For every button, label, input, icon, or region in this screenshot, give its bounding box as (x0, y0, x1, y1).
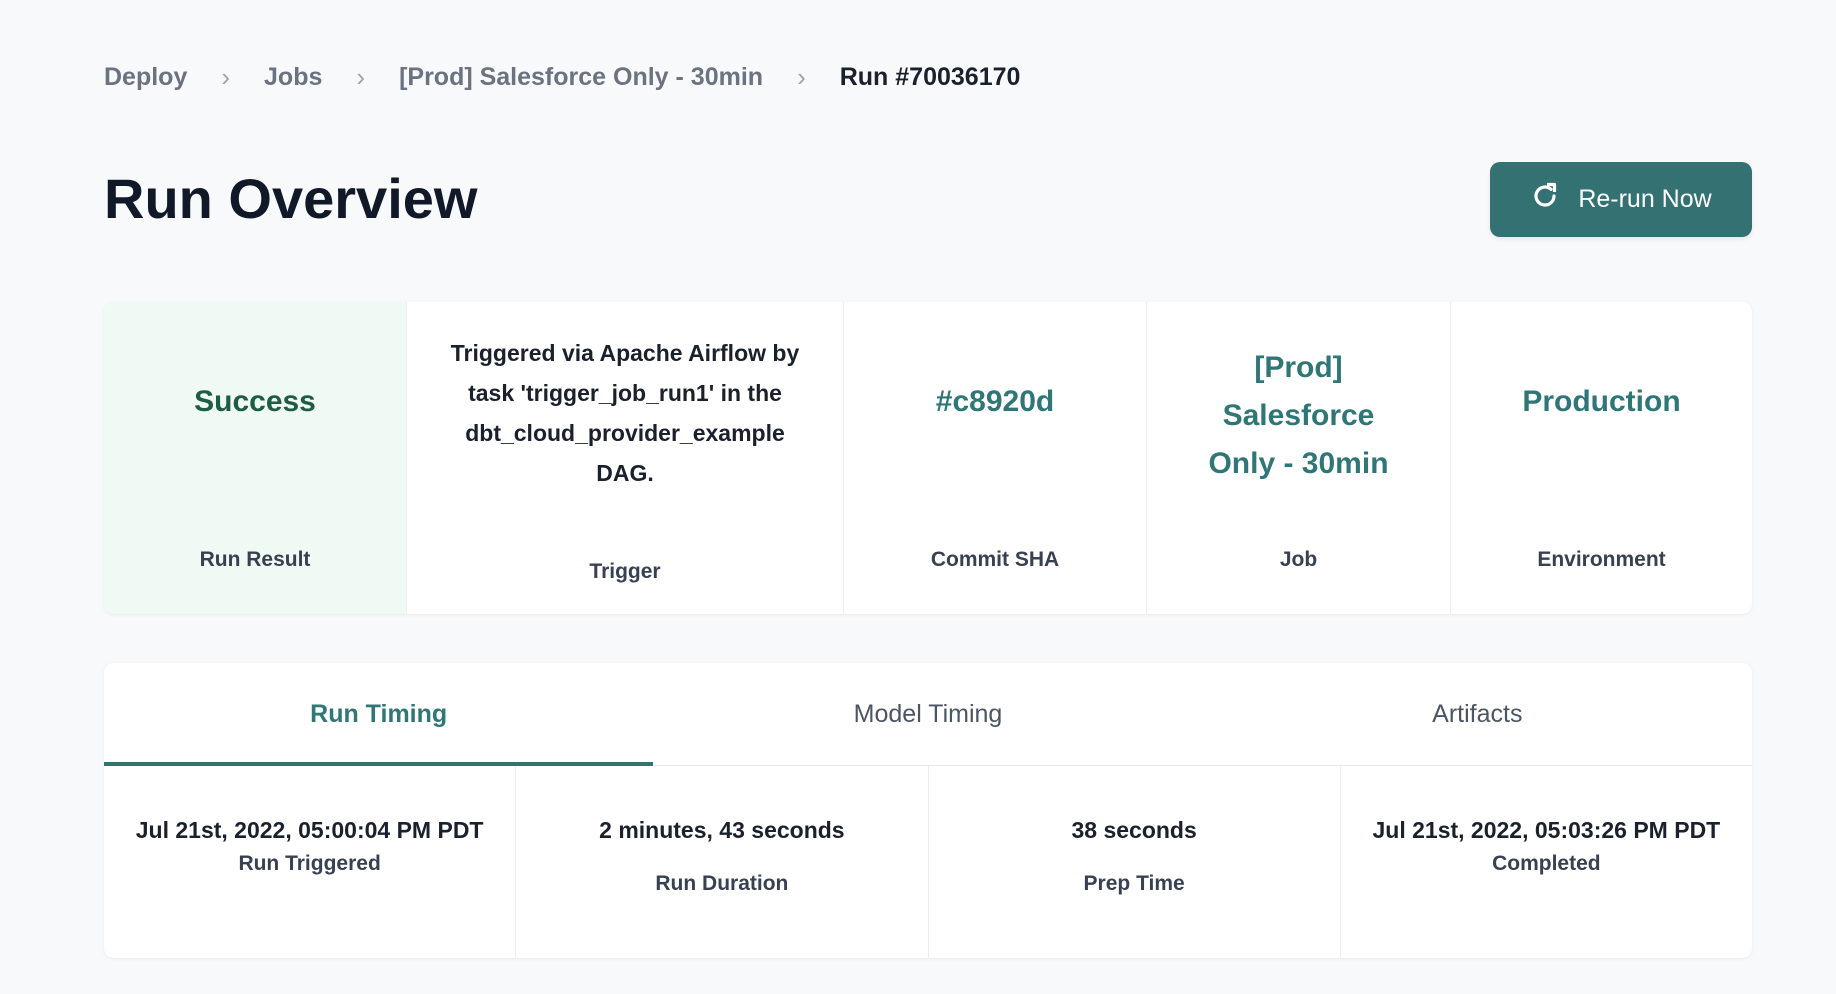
rerun-now-label: Re-run Now (1578, 185, 1712, 213)
completed-cell: Jul 21st, 2022, 05:03:26 PM PDT Complete… (1339, 766, 1752, 958)
environment-link[interactable]: Production (1522, 385, 1681, 418)
tab-run-timing[interactable]: Run Timing (104, 663, 654, 766)
breadcrumb-job[interactable]: [Prod] Salesforce Only - 30min (399, 63, 764, 91)
page-title: Run Overview (104, 167, 478, 230)
timing-panel: Run Timing Model Timing Artifacts Jul 21… (104, 663, 1752, 958)
run-result-label: Run Result (199, 548, 311, 571)
job-link[interactable]: [Prod] Salesforce Only - 30min (1208, 351, 1389, 480)
run-triggered-label: Run Triggered (238, 852, 381, 875)
run-result-cell: Success Run Result (104, 302, 406, 614)
commit-sha-label: Commit SHA (930, 548, 1060, 571)
trigger-cell: Triggered via Apache Airflow by task 'tr… (406, 302, 843, 614)
trigger-value: Triggered via Apache Airflow by task 'tr… (450, 340, 800, 486)
tab-model-timing[interactable]: Model Timing (853, 699, 1003, 728)
chevron-right-icon: › (221, 62, 231, 92)
run-triggered-cell: Jul 21st, 2022, 05:00:04 PM PDT Run Trig… (104, 766, 515, 958)
breadcrumb-current: Run #70036170 (839, 63, 1021, 91)
job-cell: [Prod] Salesforce Only - 30min Job (1146, 302, 1450, 614)
trigger-label: Trigger (589, 560, 661, 583)
prep-time-label: Prep Time (1083, 872, 1185, 895)
rerun-now-button[interactable]: Re-run Now (1490, 162, 1752, 237)
tab-bar: Run Timing Model Timing Artifacts (104, 663, 1752, 766)
timing-cells: Jul 21st, 2022, 05:00:04 PM PDT Run Trig… (104, 766, 1752, 958)
run-duration-cell: 2 minutes, 43 seconds Run Duration (515, 766, 927, 958)
environment-label: Environment (1537, 548, 1666, 571)
completed-label: Completed (1492, 852, 1601, 875)
prep-time-cell: 38 seconds Prep Time (927, 766, 1340, 958)
chevron-right-icon: › (797, 62, 806, 92)
run-result-value: Success (194, 385, 316, 418)
tab-artifacts[interactable]: Artifacts (1432, 699, 1523, 728)
completed-value: Jul 21st, 2022, 05:03:26 PM PDT (1372, 817, 1721, 843)
run-duration-label: Run Duration (655, 872, 789, 895)
commit-sha-cell: #c8920d Commit SHA (843, 302, 1146, 614)
job-label: Job (1279, 548, 1318, 571)
prep-time-value: 38 seconds (1071, 817, 1197, 843)
run-summary-card: Success Run Result Triggered via Apache … (104, 302, 1752, 614)
breadcrumb: Deploy › Jobs › [Prod] Salesforce Only -… (104, 62, 1020, 93)
environment-cell: Production Environment (1450, 302, 1752, 614)
refresh-icon (1530, 181, 1560, 218)
run-triggered-value: Jul 21st, 2022, 05:00:04 PM PDT (135, 817, 484, 843)
run-duration-value: 2 minutes, 43 seconds (599, 817, 845, 843)
breadcrumb-jobs[interactable]: Jobs (264, 63, 323, 91)
chevron-right-icon: › (356, 62, 366, 92)
breadcrumb-deploy[interactable]: Deploy (104, 63, 188, 91)
commit-sha-link[interactable]: #c8920d (935, 385, 1055, 418)
